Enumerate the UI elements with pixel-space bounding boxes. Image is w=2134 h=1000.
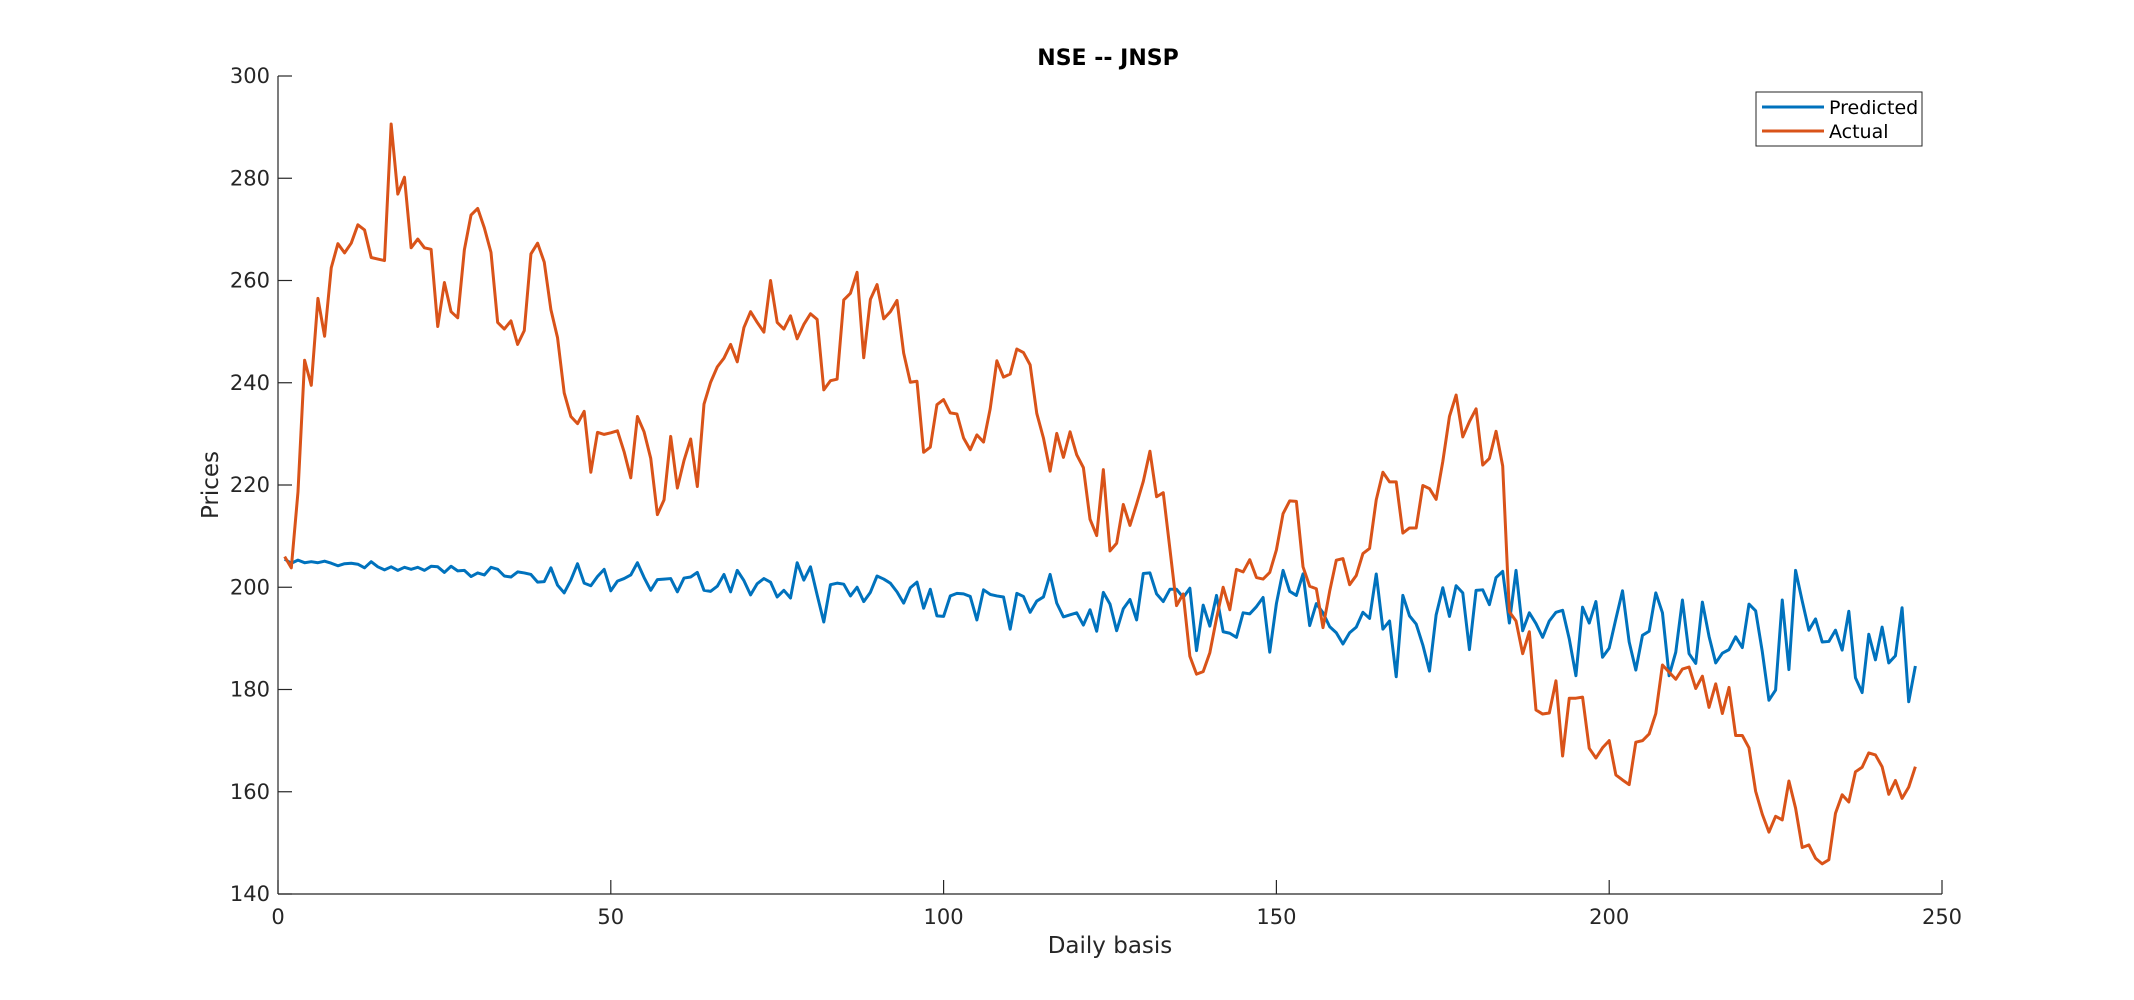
y-tick-label: 160 <box>230 780 270 804</box>
x-tick-label: 50 <box>597 905 624 929</box>
y-tick-label: 260 <box>230 269 270 293</box>
series-layer <box>283 122 1917 866</box>
plot-area: 0 50 100 150 200 250 140 160 180 200 220 240 260 280… <box>230 64 1962 929</box>
y-tick-label: 180 <box>230 678 270 702</box>
x-ticks: 0 50 100 150 200 250 <box>271 880 1962 929</box>
series-line-predicted <box>283 557 1917 704</box>
legend-label-predicted: Predicted <box>1829 97 1918 119</box>
y-tick-label: 300 <box>230 64 270 88</box>
x-tick-label: 150 <box>1256 905 1296 929</box>
series-line-actual <box>283 122 1917 866</box>
y-ticks: 140 160 180 200 220 240 260 280 300 <box>230 64 292 906</box>
y-tick-label: 280 <box>230 166 270 190</box>
x-tick-label: 200 <box>1589 905 1629 929</box>
y-tick-label: 140 <box>230 882 270 906</box>
y-tick-label: 220 <box>230 473 270 497</box>
chart-title: NSE -- JNSP <box>1037 46 1178 71</box>
y-axis-title: Prices <box>198 451 224 519</box>
x-tick-label: 0 <box>271 905 284 929</box>
x-tick-label: 100 <box>924 905 964 929</box>
legend-box <box>1755 91 1923 147</box>
y-tick-label: 240 <box>230 371 270 395</box>
legend-label-actual: Actual <box>1829 121 1889 143</box>
y-tick-label: 200 <box>230 575 270 599</box>
x-tick-label: 250 <box>1922 905 1962 929</box>
x-axis-title: Daily basis <box>1048 933 1173 959</box>
legend: Predicted Actual <box>1755 91 1923 147</box>
